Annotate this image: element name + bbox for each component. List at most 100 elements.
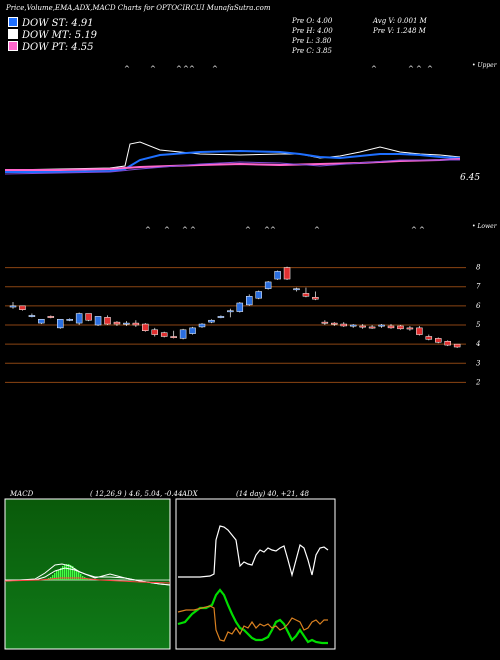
candle xyxy=(189,326,196,335)
candle-body xyxy=(160,332,168,337)
candle-body xyxy=(113,321,121,325)
macd-signal-line xyxy=(4,567,171,586)
candle xyxy=(416,325,423,336)
candle xyxy=(75,312,83,325)
candle xyxy=(227,308,234,318)
candle-body xyxy=(274,271,281,280)
candle-body xyxy=(359,325,366,328)
upper-arrow: ^ xyxy=(124,65,130,73)
candle xyxy=(302,287,310,298)
stat-avg-volume: Avg V: 0.001 M xyxy=(373,17,427,25)
lower-arrow: ^ xyxy=(419,226,425,234)
candle xyxy=(142,323,149,332)
candle-body xyxy=(132,322,140,326)
candle xyxy=(274,270,281,281)
candle-body xyxy=(264,281,272,289)
candle xyxy=(132,320,140,327)
candle-body xyxy=(387,325,395,329)
ema-line-pink xyxy=(5,158,461,171)
y-tick-label: 8 xyxy=(476,264,481,272)
minus-di-line xyxy=(177,605,328,642)
legend-swatch-st xyxy=(8,17,18,27)
candle xyxy=(349,324,357,328)
lower-arrow: ^ xyxy=(314,226,320,234)
candle-body xyxy=(85,313,92,321)
candle-body xyxy=(9,305,17,308)
candle xyxy=(340,322,347,327)
macd-hist-bar xyxy=(80,574,82,580)
candle xyxy=(312,291,319,301)
macd-hist-bar xyxy=(52,575,54,580)
candle xyxy=(66,318,73,322)
candle-body xyxy=(227,310,234,313)
candle xyxy=(387,324,395,329)
candle-body xyxy=(19,305,26,310)
candle-body xyxy=(208,319,215,323)
candle-body xyxy=(255,291,262,299)
candle-body xyxy=(406,327,414,330)
candle xyxy=(264,280,272,290)
adx-params: (14 day) 40, +21, 48 xyxy=(236,490,309,498)
candle xyxy=(359,324,366,329)
candle-body xyxy=(151,329,158,335)
candle-body xyxy=(453,343,461,348)
lower-arrow: ^ xyxy=(182,226,188,234)
candle xyxy=(85,313,92,322)
upper-arrow: ^ xyxy=(371,65,377,73)
candle xyxy=(94,316,102,326)
legend-dow-mt: DOW MT: 5.19 xyxy=(8,29,97,41)
macd-hist-bar xyxy=(88,579,90,580)
legend-dow-st-label: DOW ST: 4.91 xyxy=(22,18,94,29)
lower-arrow: ^ xyxy=(164,226,170,234)
macd-hist-bar xyxy=(70,565,72,580)
y-tick-label: 7 xyxy=(476,283,481,291)
candle xyxy=(19,305,26,311)
candle-body xyxy=(302,293,310,297)
macd-params: ( 12,26,9 ) 4.6, 5.04, -0.44 xyxy=(90,490,183,498)
lower-arrows: ^ ^ ^ ^ ^ ^ ^ ^ ^ ^ xyxy=(145,226,425,234)
lower-arrow: ^ xyxy=(145,226,151,234)
candle-body xyxy=(189,327,196,334)
candle xyxy=(104,315,111,325)
candle xyxy=(151,327,158,337)
price-grid xyxy=(5,267,466,383)
macd-hist-bar xyxy=(76,570,78,580)
candle xyxy=(123,321,130,326)
legend-dow-mt-label: DOW MT: 5.19 xyxy=(22,30,98,41)
candle xyxy=(425,334,433,341)
ema-line-purple xyxy=(4,159,460,175)
adx-background xyxy=(175,498,336,650)
y-tick-label: 2 xyxy=(475,378,481,386)
candle xyxy=(217,315,225,319)
candle xyxy=(170,330,177,339)
candle xyxy=(208,319,215,324)
candle xyxy=(47,315,55,319)
candle xyxy=(453,343,461,348)
candle-body xyxy=(170,336,177,338)
candle-body xyxy=(142,323,149,331)
macd-background xyxy=(4,498,171,650)
candle-body xyxy=(293,288,300,291)
candle xyxy=(160,331,168,338)
lower-arrow: ^ xyxy=(411,226,417,234)
macd-hist-bar xyxy=(68,564,70,580)
macd-hist-bar xyxy=(66,564,68,580)
y-tick-label: 6 xyxy=(476,302,481,310)
candle-body xyxy=(425,336,433,340)
candle xyxy=(406,325,414,331)
candle-body xyxy=(75,313,83,324)
candle-body xyxy=(435,338,442,343)
candle-body xyxy=(340,323,347,327)
candle xyxy=(321,320,329,325)
candle xyxy=(9,302,17,309)
lower-label: • Lower xyxy=(472,223,497,230)
candle xyxy=(255,290,262,300)
macd-panel xyxy=(4,498,171,650)
candle-body xyxy=(378,324,385,327)
ema-line-white xyxy=(4,141,461,171)
candle xyxy=(368,325,376,329)
stat-prev-close: Pre C: 3.85 xyxy=(292,47,332,55)
candle-body xyxy=(47,316,55,318)
macd-hist-bar xyxy=(64,565,66,580)
stat-prev-open: Pre O: 4.00 xyxy=(292,17,333,25)
